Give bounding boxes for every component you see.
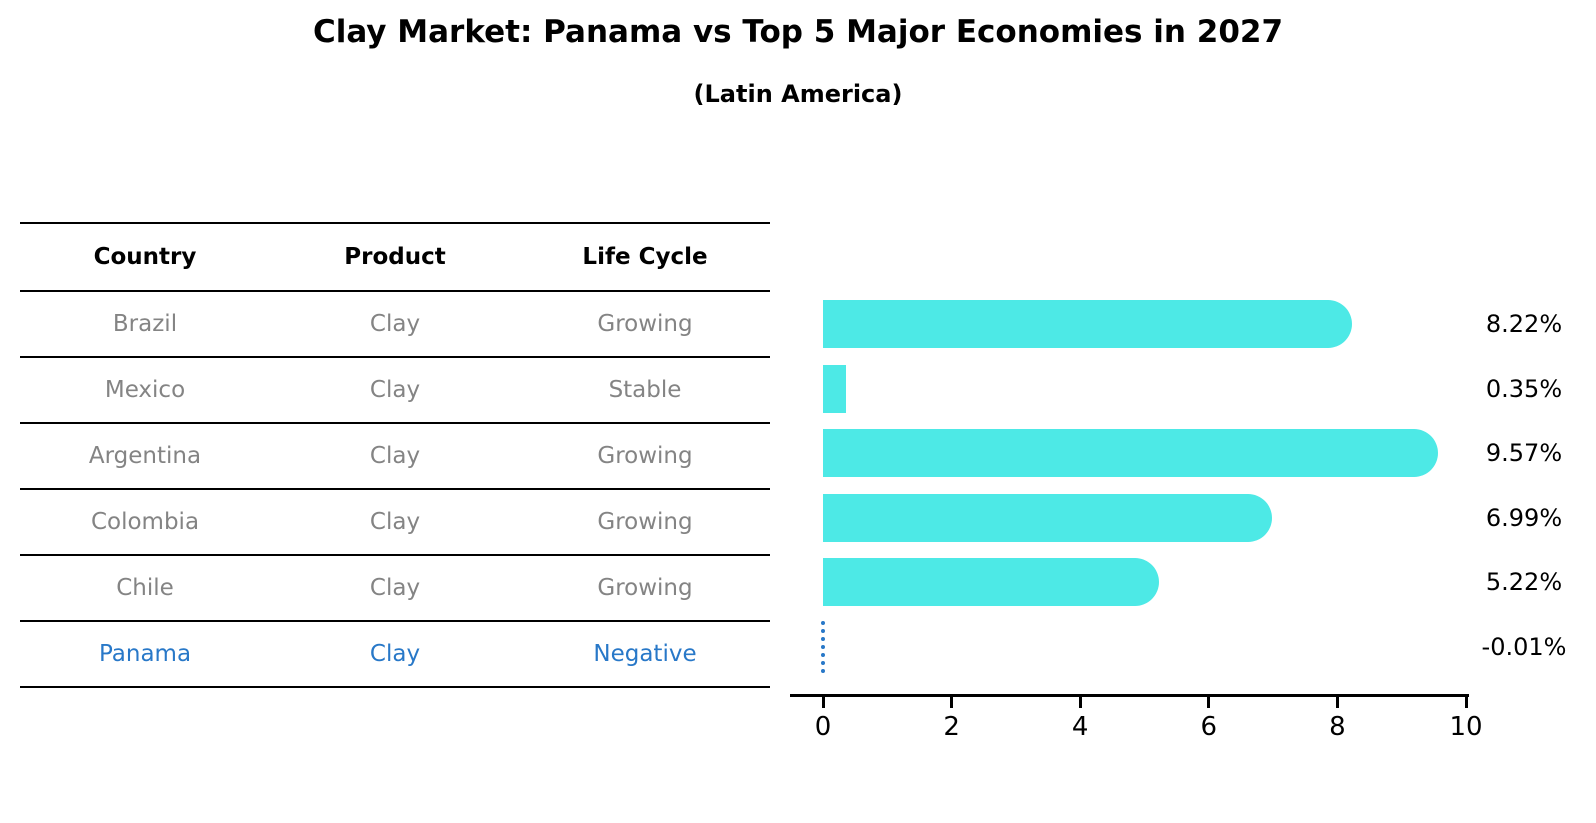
- table-cell: Mexico: [104, 377, 186, 403]
- bar-plot-area: [821, 300, 1483, 700]
- table-cell: Clay: [369, 443, 421, 469]
- table-cell: Growing: [597, 575, 693, 601]
- bar-value-label: -0.01%: [1481, 632, 1567, 661]
- x-tick-label: 0: [814, 712, 832, 742]
- bar-value-label: 8.22%: [1485, 310, 1563, 338]
- bar-value-label: 0.35%: [1485, 374, 1563, 403]
- table-row: Argentina Clay Growing: [20, 423, 770, 489]
- table-row: Mexico Clay Stable: [20, 357, 770, 423]
- x-tick-label: 4: [1071, 712, 1089, 742]
- table-header-row: Country Product Life Cycle: [20, 223, 770, 291]
- table-row: Colombia Clay Growing: [20, 489, 770, 555]
- table-cell: Clay: [369, 641, 421, 667]
- table-cell: Growing: [597, 311, 693, 337]
- table-row: Chile Clay Growing: [20, 555, 770, 621]
- table-body: Brazil Clay Growing Mexico Clay Stable Argenti…: [20, 291, 770, 687]
- country-table: Country Product Life Cycle Brazil Clay Growi…: [20, 222, 770, 688]
- x-axis-tickmark: [821, 694, 825, 708]
- x-tick-label: 10: [1449, 712, 1483, 742]
- x-axis-tickmark: [1464, 694, 1468, 708]
- column-header: Country: [93, 244, 197, 270]
- column-header: Life Cycle: [582, 244, 708, 270]
- table-row: Brazil Clay Growing: [20, 291, 770, 357]
- table-cell: Stable: [608, 377, 682, 403]
- x-tick-label: 8: [1329, 712, 1346, 742]
- x-tick-label: 2: [943, 712, 960, 742]
- table-cell: Colombia: [90, 509, 200, 535]
- table-cell: Clay: [369, 575, 421, 601]
- bar-colombia: [823, 493, 1273, 542]
- value-label-column: 8.22% 0.35% 9.57% 6.99% 5.22% -0.01%: [1452, 300, 1596, 700]
- x-axis-tickmark: [1335, 694, 1339, 708]
- table-cell: Chile: [116, 575, 174, 601]
- bar-panama-zero-dotted: [821, 620, 825, 673]
- chart-title: Clay Market: Panama vs Top 5 Major Econo…: [312, 14, 1284, 50]
- x-axis-tickmark: [950, 694, 954, 708]
- table-cell: Argentina: [88, 443, 202, 469]
- x-axis-tickmark: [1078, 694, 1082, 708]
- table-cell: Growing: [597, 443, 693, 469]
- bar-brazil: [823, 300, 1352, 348]
- table-cell: Brazil: [112, 311, 178, 337]
- table-cell: Clay: [369, 311, 421, 337]
- table-row: Panama Clay Negative: [20, 621, 770, 687]
- x-axis-ticks: 0 2 4 6 8 10: [815, 694, 1483, 754]
- chart-subtitle: (Latin America): [693, 80, 903, 108]
- bar-mexico: [823, 364, 846, 413]
- bar-value-label: 9.57%: [1485, 439, 1563, 467]
- table-cell: Clay: [369, 377, 421, 403]
- table-cell: Negative: [593, 641, 697, 667]
- table-header: Country Product Life Cycle: [20, 223, 770, 291]
- x-axis-line: [790, 694, 1469, 697]
- bar-value-label: 6.99%: [1485, 503, 1563, 532]
- bar-argentina: [823, 429, 1439, 477]
- x-axis-tickmark: [1207, 694, 1211, 708]
- x-tick-label: 6: [1200, 712, 1218, 742]
- table-cell: Panama: [98, 641, 192, 667]
- data-table: Country Product Life Cycle Brazil Clay Growi…: [20, 222, 770, 688]
- column-header: Product: [344, 244, 446, 270]
- table-cell: Clay: [369, 509, 421, 535]
- table-cell: Growing: [597, 509, 693, 535]
- bar-chile: [823, 558, 1159, 606]
- bar-value-label: 5.22%: [1485, 568, 1563, 596]
